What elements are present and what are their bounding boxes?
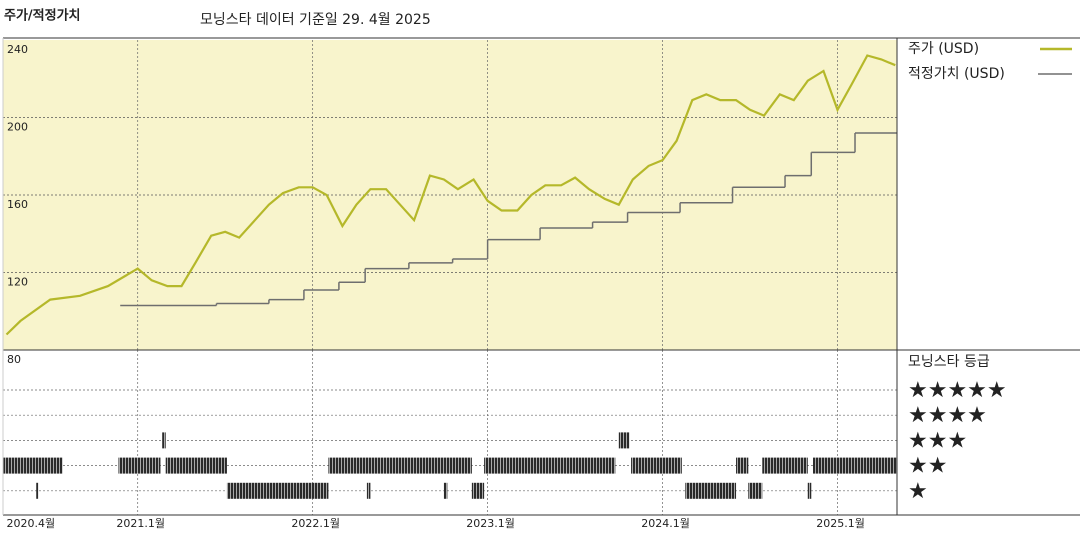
x-tick-label: 2021.1월 <box>116 517 165 530</box>
y-tick-label: 240 <box>7 43 28 56</box>
rating-bar <box>685 482 737 499</box>
rating-bar <box>118 457 161 474</box>
rating-label: ★★★ <box>908 428 967 453</box>
plot-background <box>3 40 897 350</box>
rating-bar <box>165 457 227 474</box>
x-tick-label: 2024.1월 <box>641 517 690 530</box>
rating-bar <box>471 482 485 499</box>
rating-label: ★★★★★ <box>908 378 1007 403</box>
y-tick-label: 120 <box>7 276 28 289</box>
chart-subtitle: 모닝스타 데이터 기준일 29. 4월 2025 <box>200 12 431 28</box>
chart-title: 주가/적정가치 <box>4 8 81 24</box>
rating-bar <box>443 482 448 499</box>
y-tick-label: 160 <box>7 198 28 211</box>
rating-bar <box>226 482 329 499</box>
rating-bar <box>3 457 63 474</box>
y-tick-label: 80 <box>7 353 21 366</box>
rating-bar <box>328 457 472 474</box>
rating-bar <box>748 482 763 499</box>
rating-bar <box>813 457 897 474</box>
rating-bar <box>631 457 682 474</box>
rating-bar <box>618 432 630 449</box>
x-tick-label: 2020.4월 <box>6 517 55 530</box>
x-tick-label: 2025.1월 <box>816 517 865 530</box>
rating-title: 모닝스타 등급 <box>908 354 990 370</box>
x-tick-label: 2023.1월 <box>466 517 515 530</box>
rating-label: ★ <box>908 479 928 504</box>
x-tick-label: 2022.1월 <box>291 517 340 530</box>
legend-label: 적정가치 (USD) <box>908 66 1005 82</box>
rating-label: ★★★★ <box>908 403 987 428</box>
rating-bar <box>162 432 166 449</box>
y-tick-label: 200 <box>7 121 28 134</box>
rating-bar <box>762 457 808 474</box>
rating-bar <box>484 457 616 474</box>
rating-bar <box>36 482 39 499</box>
rating-label: ★★ <box>908 454 947 479</box>
price-line <box>5 54 896 336</box>
rating-bar <box>807 482 812 499</box>
legend-label: 주가 (USD) <box>908 41 979 57</box>
rating-bar <box>366 482 371 499</box>
rating-bar <box>736 457 749 474</box>
